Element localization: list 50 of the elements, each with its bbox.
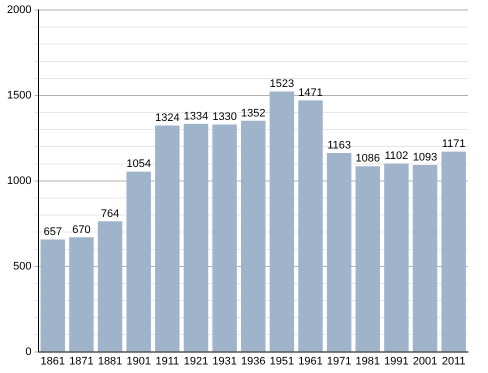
- data-label: 1523: [270, 78, 294, 90]
- bar: [240, 120, 266, 352]
- bar: [184, 124, 208, 352]
- x-tick-label: 2001: [412, 355, 438, 368]
- data-label: 1324: [155, 112, 180, 124]
- data-label: 1471: [298, 86, 323, 99]
- bar: [155, 126, 180, 352]
- x-tick-label: 1971: [326, 355, 352, 368]
- data-label: 670: [72, 224, 91, 236]
- y-tick-label: 500: [13, 260, 32, 272]
- data-label: 1054: [126, 158, 151, 170]
- bar: [298, 100, 323, 352]
- bar: [384, 163, 409, 352]
- x-tick-label: 1936: [240, 355, 266, 368]
- x-tick-label: 1931: [212, 355, 237, 368]
- data-label: 1171: [442, 138, 466, 150]
- data-label: 1352: [240, 107, 266, 120]
- data-label: 1102: [384, 150, 408, 162]
- y-tick-label: 0: [25, 346, 32, 358]
- x-tick-label: 1961: [298, 355, 323, 368]
- x-tick-label: 1861: [40, 355, 66, 368]
- x-tick-label: 1911: [156, 355, 180, 368]
- x-tick-label: 1871: [69, 355, 94, 368]
- x-tick-label: 2011: [442, 355, 466, 368]
- bar: [441, 152, 466, 352]
- data-label: 1086: [356, 152, 380, 165]
- data-label: 1093: [412, 152, 438, 164]
- x-tick-label: 1981: [356, 355, 380, 368]
- bar: [40, 240, 66, 352]
- data-label: 1330: [212, 111, 237, 124]
- bar: [69, 237, 94, 352]
- y-tick-label: 1500: [6, 89, 32, 102]
- x-tick-label: 1951: [270, 355, 294, 368]
- bar: [326, 153, 352, 352]
- bar: [212, 124, 237, 352]
- data-label: 1163: [327, 140, 351, 152]
- data-label: 1334: [184, 110, 208, 122]
- bar: [98, 221, 122, 352]
- x-tick-label: 1881: [98, 355, 122, 368]
- x-tick-label: 1901: [126, 355, 151, 368]
- bar: [126, 172, 151, 352]
- data-label: 657: [44, 226, 62, 238]
- x-tick-label: 1921: [184, 355, 208, 368]
- data-label: 764: [100, 208, 120, 220]
- x-tick-label: 1991: [384, 355, 409, 368]
- y-tick-label: 2000: [6, 4, 32, 16]
- y-tick-label: 1000: [6, 174, 32, 187]
- bar: [270, 92, 294, 352]
- bar: [356, 166, 380, 352]
- bar: [412, 165, 438, 352]
